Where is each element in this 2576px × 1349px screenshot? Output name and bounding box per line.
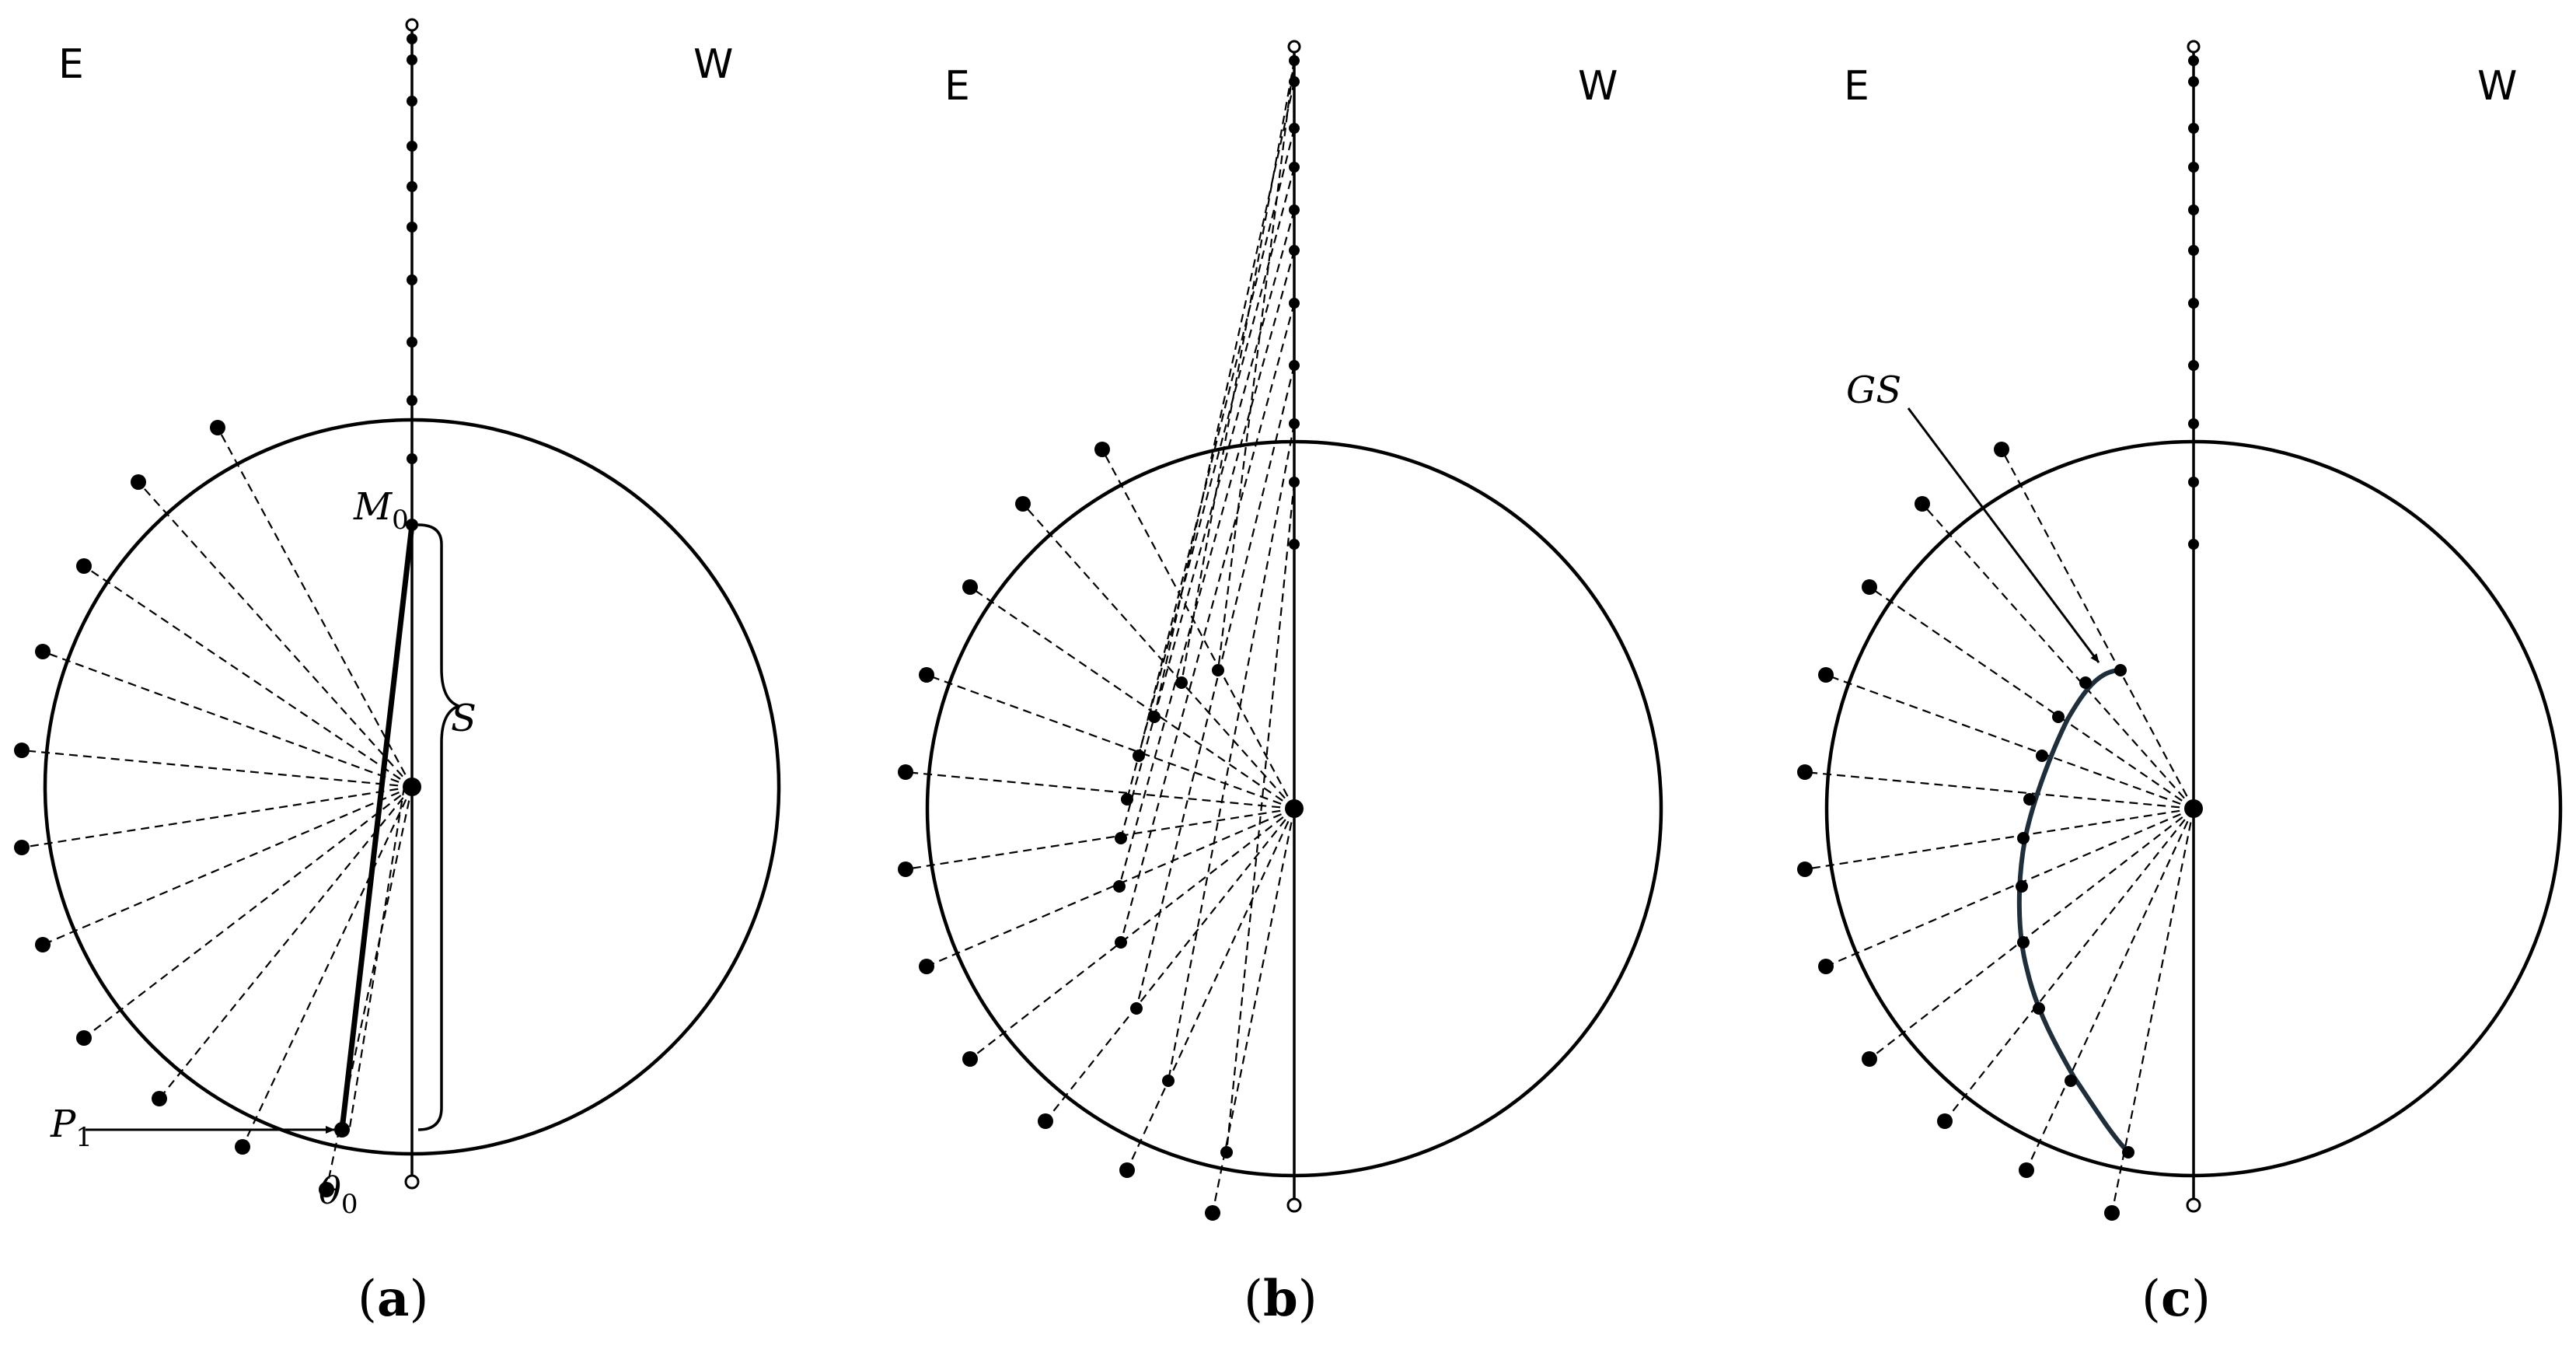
- ray-lines: [21, 427, 414, 1190]
- panel-c: E W: [1797, 40, 2563, 1328]
- panel-caption: (b): [1244, 1270, 1318, 1328]
- panel-a: E W: [14, 18, 781, 1328]
- p1-label: P1: [50, 1103, 92, 1153]
- m0-label: M0: [353, 485, 409, 536]
- center-point: [1285, 799, 1304, 818]
- west-label: W: [2477, 63, 2517, 110]
- gs-label: GS: [1846, 369, 1901, 412]
- gs-arrow: [1907, 407, 2100, 663]
- theta0-label: θ0: [319, 1169, 358, 1220]
- east-label: E: [1844, 63, 1869, 110]
- projection-lines: [1118, 58, 1296, 1153]
- hour-points: [1797, 442, 2120, 1221]
- s-label: S: [451, 697, 476, 740]
- east-label: E: [58, 41, 84, 88]
- p1-ray: [348, 786, 406, 1128]
- curve-points: [2016, 664, 2134, 1159]
- center-point: [2184, 799, 2203, 818]
- ray-lines: [1804, 449, 2195, 1214]
- hour-points: [898, 442, 1220, 1221]
- panel-caption: (a): [358, 1270, 428, 1328]
- axis-points: [1286, 40, 1302, 1213]
- west-label: W: [693, 41, 733, 88]
- east-label: E: [944, 63, 970, 110]
- ray-lines: [905, 449, 1296, 1214]
- center-point: [403, 778, 421, 796]
- p1-point: [334, 1122, 350, 1138]
- panel-caption: (c): [2141, 1270, 2211, 1328]
- style-line: [339, 524, 415, 1131]
- s-brace: [417, 523, 463, 1131]
- hour-points: [14, 420, 334, 1197]
- axis-points: [404, 18, 420, 1190]
- axis-points: [2186, 40, 2201, 1213]
- shadow-points: [1113, 664, 1233, 1159]
- west-label: W: [1578, 63, 1618, 110]
- panel-b: E W: [898, 40, 1663, 1328]
